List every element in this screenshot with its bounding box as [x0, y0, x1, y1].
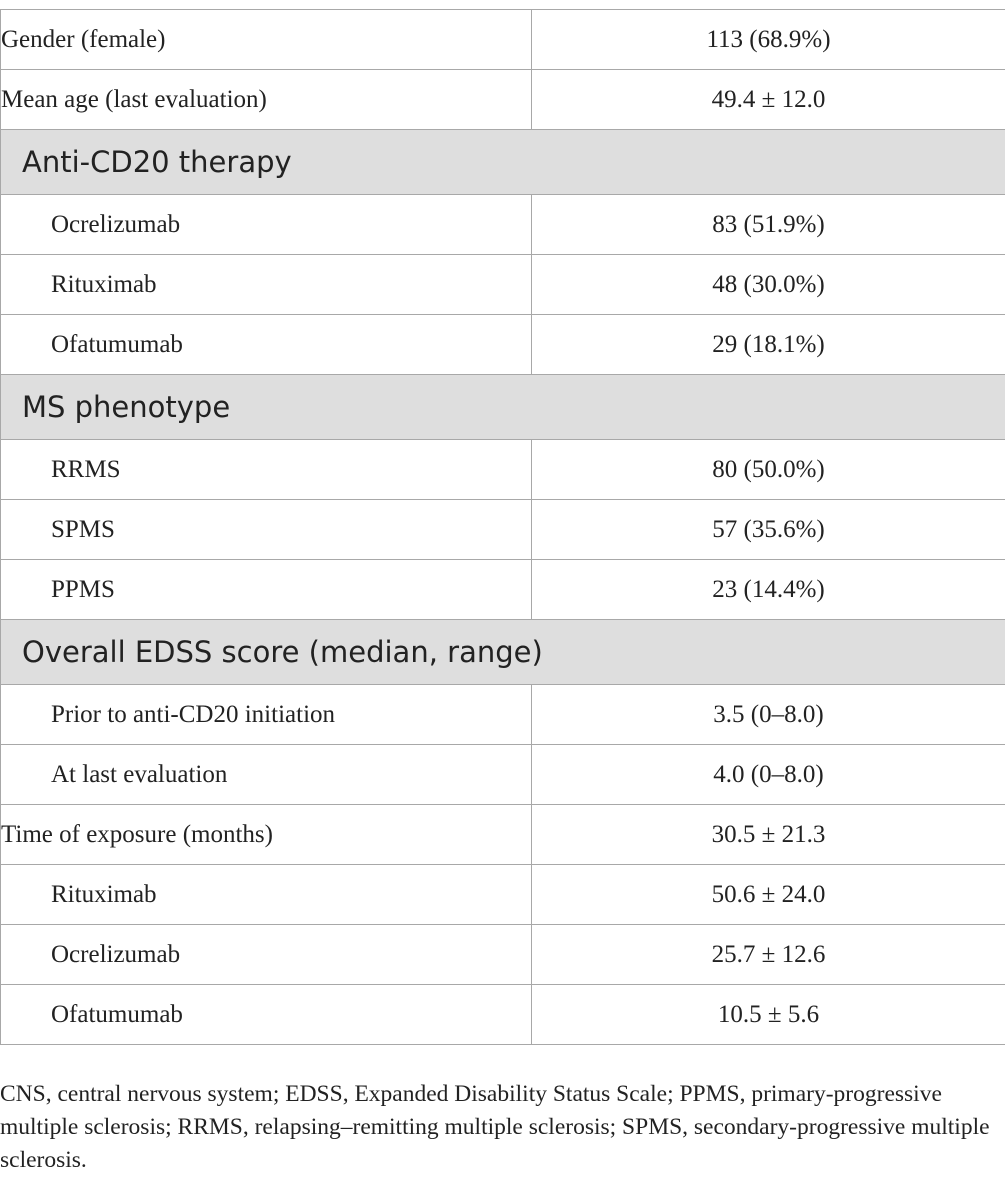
- row-label: Ocrelizumab: [0, 924, 532, 985]
- row-value: 80 (50.0%): [531, 439, 1005, 500]
- row-value: 4.0 (0–8.0): [531, 744, 1005, 805]
- table-row: Mean age (last evaluation) 49.4 ± 12.0: [0, 69, 1005, 130]
- row-label: Prior to anti-CD20 initiation: [0, 684, 532, 745]
- row-value: 49.4 ± 12.0: [531, 69, 1005, 130]
- table-row: Ocrelizumab 25.7 ± 12.6: [0, 924, 1005, 985]
- row-label: Rituximab: [0, 254, 532, 315]
- table-row: RRMS 80 (50.0%): [0, 439, 1005, 500]
- table-row: Ocrelizumab 83 (51.9%): [0, 194, 1005, 255]
- table-footnote: CNS, central nervous system; EDSS, Expan…: [0, 1081, 990, 1173]
- table-row: Prior to anti-CD20 initiation 3.5 (0–8.0): [0, 684, 1005, 745]
- row-label: Time of exposure (months): [0, 804, 532, 865]
- row-label: Ofatumumab: [0, 314, 532, 375]
- row-value: 3.5 (0–8.0): [531, 684, 1005, 745]
- row-value: 25.7 ± 12.6: [531, 924, 1005, 985]
- table-row: Gender (female) 113 (68.9%): [0, 9, 1005, 70]
- row-value: 50.6 ± 24.0: [531, 864, 1005, 925]
- row-value: 57 (35.6%): [531, 499, 1005, 560]
- row-label: Ofatumumab: [0, 984, 532, 1045]
- table-row: Rituximab 48 (30.0%): [0, 254, 1005, 315]
- row-label: Gender (female): [0, 9, 532, 70]
- row-label: At last evaluation: [0, 744, 532, 805]
- row-value: 23 (14.4%): [531, 559, 1005, 620]
- row-value: 10.5 ± 5.6: [531, 984, 1005, 1045]
- row-value: 113 (68.9%): [531, 9, 1005, 70]
- row-label: RRMS: [0, 439, 532, 500]
- row-label: Mean age (last evaluation): [0, 69, 532, 130]
- row-label: Ocrelizumab: [0, 194, 532, 255]
- table-row: At last evaluation 4.0 (0–8.0): [0, 744, 1005, 805]
- row-label: SPMS: [0, 499, 532, 560]
- row-value: 48 (30.0%): [531, 254, 1005, 315]
- section-header-label: Overall EDSS score (median, range): [0, 619, 1005, 685]
- characteristics-table: Gender (female) 113 (68.9%) Mean age (last…: [0, 9, 1005, 1045]
- table-row: Ofatumumab 10.5 ± 5.6: [0, 984, 1005, 1045]
- table-row: Time of exposure (months) 30.5 ± 21.3: [0, 804, 1005, 865]
- section-header-label: Anti-CD20 therapy: [0, 129, 1005, 195]
- table-row: PPMS 23 (14.4%): [0, 559, 1005, 620]
- table-row: Rituximab 50.6 ± 24.0: [0, 864, 1005, 925]
- row-value: 29 (18.1%): [531, 314, 1005, 375]
- row-label: Rituximab: [0, 864, 532, 925]
- table-row: Ofatumumab 29 (18.1%): [0, 314, 1005, 375]
- row-label: PPMS: [0, 559, 532, 620]
- section-header-label: MS phenotype: [0, 374, 1005, 440]
- row-value: 83 (51.9%): [531, 194, 1005, 255]
- section-header-row: MS phenotype: [0, 374, 1005, 440]
- section-header-row: Anti-CD20 therapy: [0, 129, 1005, 195]
- row-value: 30.5 ± 21.3: [531, 804, 1005, 865]
- section-header-row: Overall EDSS score (median, range): [0, 619, 1005, 685]
- table-body: Gender (female) 113 (68.9%) Mean age (last…: [0, 9, 1005, 1045]
- table-row: SPMS 57 (35.6%): [0, 499, 1005, 560]
